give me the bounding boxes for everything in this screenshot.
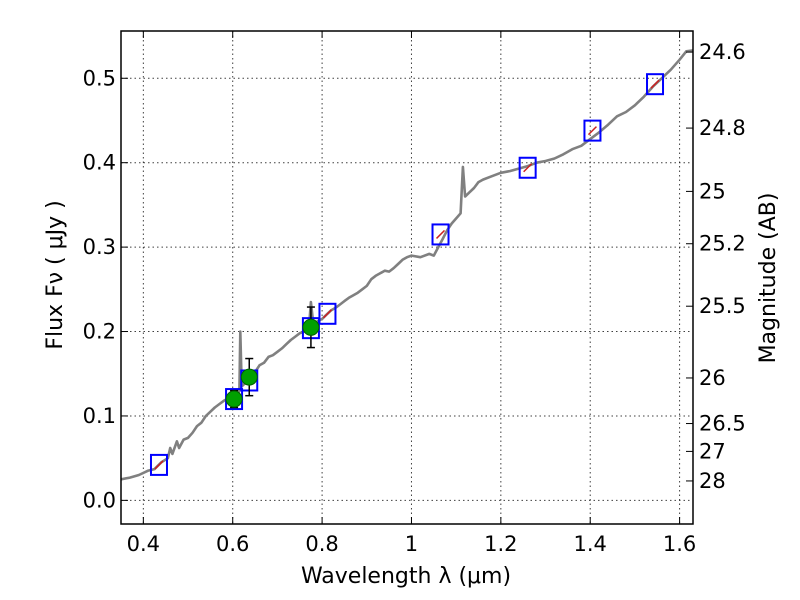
y-axis-title: Flux Fν ( μJy )	[43, 200, 68, 349]
x-tick-label: 0.6	[216, 532, 249, 556]
model-flux-tick	[587, 126, 597, 136]
x-tick-label: 1.6	[663, 532, 696, 556]
photometry-square-outline	[583, 119, 602, 142]
x-axis: 0.4 0.6 0.8 1 1.2 1.4 1.6	[127, 31, 696, 556]
measured-point	[302, 318, 320, 336]
spectrum-line	[121, 49, 693, 481]
photometry-square	[318, 302, 337, 325]
right-tick-label: 25	[699, 179, 726, 203]
model-flux-tick	[523, 163, 533, 173]
right-tick-label: 25.2	[699, 232, 746, 256]
y-axis-right: 24.6 24.8 25 25.2 25.5 26 26.5 27 28	[686, 40, 746, 493]
y-tick-label: 0.3	[83, 235, 116, 259]
photometry-square-outline	[431, 223, 450, 246]
photometry-square	[149, 453, 168, 476]
x-axis-title: Wavelength λ (μm)	[301, 564, 511, 589]
spectrum-layer	[121, 49, 693, 481]
y-axis-left: 0.0 0.1 0.2 0.3 0.4 0.5	[83, 66, 128, 512]
grid	[121, 31, 693, 524]
measured-point	[240, 368, 258, 386]
photometry-square-outline	[149, 453, 168, 476]
x-tick-label: 0.8	[305, 532, 338, 556]
right-tick-label: 24.8	[699, 116, 746, 140]
right-tick-label: 26	[699, 366, 726, 390]
y-tick-label: 0.0	[83, 488, 116, 512]
model-flux-tick	[435, 229, 446, 239]
x-tick-label: 1	[405, 532, 418, 556]
x-tick-label: 0.4	[127, 532, 160, 556]
photometry-squares	[149, 73, 665, 476]
right-tick-label: 24.6	[699, 40, 746, 64]
y-tick-label: 0.2	[83, 320, 116, 344]
model-flux-tick	[650, 79, 660, 89]
model-flux-tick	[322, 309, 332, 319]
photometry-square	[431, 223, 450, 246]
photometry-square-outline	[518, 156, 537, 179]
x-tick-label: 1.2	[484, 532, 517, 556]
photometry-square-outline	[646, 73, 665, 96]
right-tick-label: 27	[699, 439, 726, 463]
right-tick-label: 25.5	[699, 294, 746, 318]
plot-frame	[120, 30, 694, 525]
photometry-square	[518, 156, 537, 179]
model-flux-tick	[154, 460, 164, 470]
x-tick-label: 1.4	[574, 532, 607, 556]
y-tick-label: 0.4	[83, 151, 116, 175]
right-axis-title: Magnitude (AB)	[756, 193, 781, 364]
right-tick-label: 28	[699, 469, 726, 493]
right-tick-label: 26.5	[699, 412, 746, 436]
measured-points	[225, 306, 320, 409]
measured-point	[225, 390, 243, 408]
y-tick-label: 0.5	[83, 66, 116, 90]
photometry-square-outline	[318, 302, 337, 325]
photometry-square	[583, 119, 602, 142]
photometry-square	[646, 73, 665, 96]
y-tick-label: 0.1	[83, 404, 116, 428]
